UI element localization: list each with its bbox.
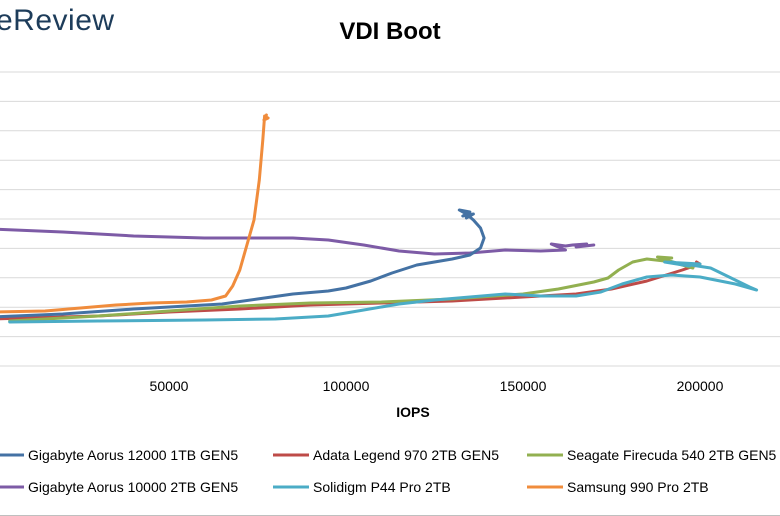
legend-item: Solidigm P44 Pro 2TB	[273, 479, 451, 495]
x-tick-label: 150000	[500, 378, 547, 394]
legend-item: Samsung 990 Pro 2TB	[527, 479, 709, 495]
legend-label: Gigabyte Aorus 12000 1TB GEN5	[28, 447, 238, 463]
series-line-samsung-990-pro-2tb	[0, 113, 270, 314]
x-tick-label: 50000	[150, 378, 189, 394]
x-axis-title: IOPS	[396, 404, 429, 420]
series-line-gigabyte-aorus-10000-2tb-gen5	[0, 227, 596, 256]
series-lines	[0, 113, 759, 324]
legend-label: Gigabyte Aorus 10000 2TB GEN5	[28, 479, 238, 495]
legend-label: Seagate Firecuda 540 2TB GEN5	[567, 447, 777, 463]
legend-label: Solidigm P44 Pro 2TB	[313, 479, 451, 495]
legend-label: Samsung 990 Pro 2TB	[567, 479, 709, 495]
x-tick-label: 100000	[323, 378, 370, 394]
series-line-solidigm-p44-pro-2tb	[8, 260, 759, 324]
legend-item: Gigabyte Aorus 12000 1TB GEN5	[0, 447, 238, 463]
legend-item: Adata Legend 970 2TB GEN5	[273, 447, 499, 463]
series-line-seagate-firecuda-540-2tb-gen5	[8, 255, 695, 323]
legend-item: Gigabyte Aorus 10000 2TB GEN5	[0, 479, 238, 495]
chart-title: VDI Boot	[339, 18, 441, 45]
series-line-gigabyte-aorus-12000-1tb-gen5	[0, 208, 486, 319]
x-tick-label: 200000	[677, 378, 724, 394]
legend: Gigabyte Aorus 12000 1TB GEN5 Adata Legen…	[0, 447, 777, 495]
legend-item: Seagate Firecuda 540 2TB GEN5	[527, 447, 777, 463]
publisher-logo: eReview	[0, 4, 115, 37]
x-tick-labels: 50000 100000 150000 200000	[150, 378, 724, 394]
legend-label: Adata Legend 970 2TB GEN5	[313, 447, 499, 463]
